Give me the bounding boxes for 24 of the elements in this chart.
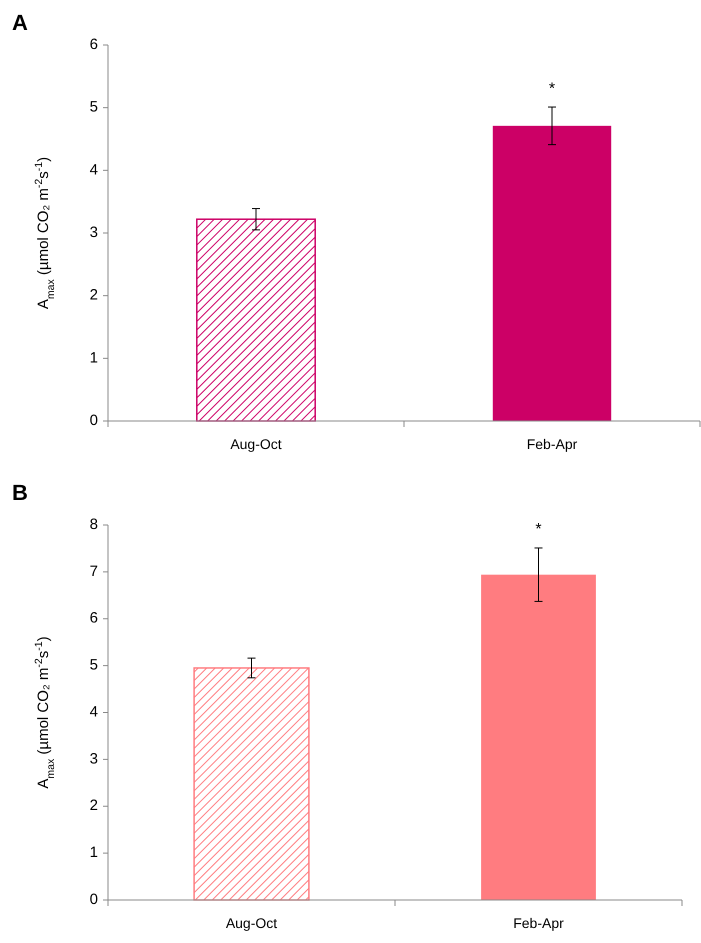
y-tick-label: 4: [90, 161, 98, 178]
y-tick-label: 5: [90, 656, 98, 674]
y-tick-label: 2: [90, 286, 98, 304]
x-tick-label: Aug-Oct: [226, 915, 278, 931]
x-tick-label: Feb-Apr: [526, 436, 578, 452]
y-tick-label: 5: [90, 98, 98, 116]
chart-title: A: [12, 10, 28, 35]
x-tick-label: Feb-Apr: [513, 915, 564, 931]
y-tick-label: 2: [90, 797, 98, 814]
y-tick-label: 0: [90, 412, 98, 429]
y-tick-label: 8: [90, 516, 98, 533]
y-tick-label: 1: [90, 349, 98, 366]
y-tick-label: 0: [90, 890, 98, 908]
y-tick-label: 6: [90, 610, 98, 627]
y-tick-label: 4: [90, 703, 98, 720]
chart-title: B: [12, 480, 28, 505]
y-tick-label: 3: [90, 224, 98, 241]
annotation: *: [535, 521, 542, 538]
y-tick-label: 1: [90, 844, 98, 862]
y-tick-label: 7: [90, 562, 98, 580]
y-tick-label: 6: [90, 36, 98, 53]
annotation: *: [548, 80, 556, 98]
y-tick-label: 3: [90, 750, 98, 768]
x-tick-label: Aug-Oct: [230, 436, 282, 452]
